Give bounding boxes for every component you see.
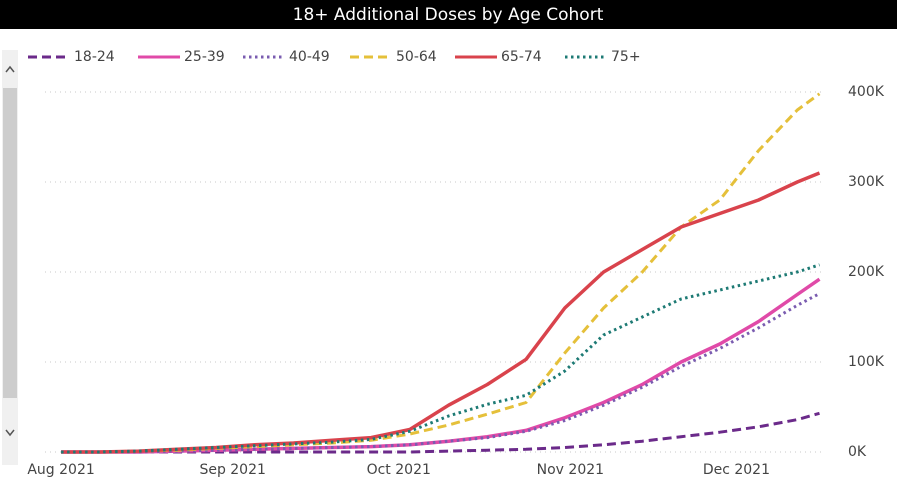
x-tick-label: Aug 2021 [27,462,94,478]
x-tick-label: Oct 2021 [367,462,431,478]
x-tick-label: Sep 2021 [199,462,265,478]
x-tick-label: Nov 2021 [537,462,604,478]
y-tick-label: 0K [848,444,867,460]
series-line [61,263,820,454]
y-tick-label: 200K [848,264,885,280]
series-line [61,411,820,454]
chart-title: 18+ Additional Doses by Age Cohort [293,5,604,25]
y-tick-label: 100K [848,354,885,370]
legend-label: 18-24 [74,49,115,65]
legend-label: 40-49 [289,49,330,65]
legend-label: 25-39 [184,49,225,65]
title-bar [0,0,897,29]
scroll-thumb[interactable] [3,88,17,398]
scroll-up[interactable] [5,65,15,73]
y-tick-label: 300K [848,174,885,190]
legend-label: 75+ [611,49,641,65]
scrollbar[interactable] [2,50,18,465]
series-line [61,171,821,454]
legend-label: 65-74 [501,49,542,65]
x-tick-label: Dec 2021 [703,462,770,478]
y-tick-label: 400K [848,84,885,100]
scroll-down[interactable] [5,429,15,437]
legend-label: 50-64 [396,49,437,65]
series-line [61,92,821,454]
